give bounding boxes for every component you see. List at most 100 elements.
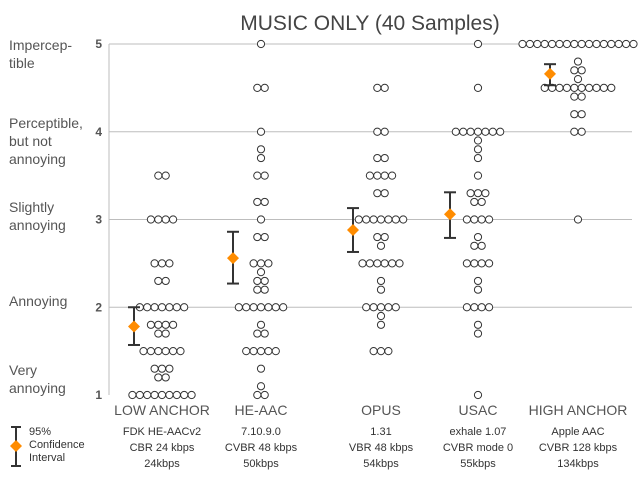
score-point	[161, 276, 170, 286]
score-point	[242, 347, 251, 356]
score-point	[607, 83, 616, 92]
score-point	[253, 329, 262, 338]
score-point	[470, 303, 479, 312]
score-point	[161, 320, 170, 329]
score-point	[470, 197, 479, 207]
score-point	[253, 197, 262, 207]
score-point	[369, 303, 378, 312]
score-point	[477, 197, 486, 207]
y-tick-label: 4	[95, 125, 102, 139]
score-point	[253, 83, 262, 92]
score-point	[256, 382, 266, 391]
score-point	[485, 303, 494, 312]
score-point	[128, 390, 137, 400]
score-point	[380, 171, 389, 180]
score-point	[271, 347, 280, 356]
score-point	[380, 153, 389, 163]
score-point	[376, 347, 386, 356]
score-point	[573, 57, 583, 66]
score-point	[264, 303, 273, 312]
score-point	[388, 171, 397, 180]
score-point	[256, 320, 266, 329]
category-detail: CVBR mode 0	[443, 442, 513, 454]
y-descriptor-line: annoying	[9, 217, 66, 233]
score-point	[573, 75, 583, 84]
score-point	[577, 92, 586, 101]
score-point	[146, 215, 155, 224]
category-detail: exhale 1.07	[450, 426, 507, 438]
score-point	[260, 83, 269, 92]
score-point	[470, 215, 479, 224]
score-point	[154, 215, 163, 224]
y-descriptor-line: tible	[9, 55, 35, 71]
score-point	[570, 66, 579, 75]
score-point	[176, 347, 185, 356]
score-point	[459, 127, 468, 136]
score-point	[373, 171, 382, 180]
score-point	[473, 127, 483, 136]
mean-marker	[444, 208, 456, 221]
score-point	[629, 39, 638, 49]
score-point	[234, 303, 243, 312]
score-point	[154, 373, 163, 382]
category-detail: CVBR 128 kbps	[539, 442, 618, 454]
y-descriptor: Annoying	[9, 293, 67, 309]
score-point	[376, 285, 386, 294]
score-point	[384, 303, 393, 312]
score-point	[154, 276, 163, 286]
score-point	[256, 145, 266, 154]
score-point	[466, 127, 475, 136]
score-point	[466, 189, 475, 198]
score-point	[577, 127, 586, 136]
score-point	[264, 347, 273, 356]
y-descriptor-labels: Impercep-tible Perceptible, but not annoyin…	[9, 37, 83, 396]
score-point	[165, 303, 174, 312]
mean-marker	[544, 67, 556, 80]
score-point	[260, 232, 269, 242]
score-point	[376, 215, 386, 224]
score-point	[395, 259, 404, 268]
score-points	[128, 39, 638, 400]
score-point	[150, 259, 159, 268]
axis-layer: 1 2 3 4 5	[95, 37, 110, 402]
score-point	[376, 311, 386, 321]
score-point	[143, 390, 152, 400]
score-point	[354, 215, 363, 224]
score-point	[157, 303, 167, 312]
score-point	[592, 39, 601, 49]
score-point	[253, 390, 262, 400]
score-point	[253, 171, 262, 180]
score-point	[570, 110, 579, 119]
score-point	[256, 347, 266, 356]
legend-label: 95%	[29, 426, 51, 438]
score-point	[242, 303, 251, 312]
y-descriptor-line: Slightly	[9, 199, 54, 215]
score-point	[473, 390, 483, 400]
score-point	[555, 83, 564, 92]
score-point	[249, 347, 258, 356]
score-point	[380, 127, 389, 136]
score-point	[496, 127, 505, 136]
score-point	[599, 83, 609, 92]
score-point	[462, 215, 471, 224]
score-point	[135, 390, 144, 400]
score-point	[169, 215, 178, 224]
score-point	[249, 303, 258, 312]
category-label: OPUS	[361, 402, 401, 418]
score-point	[180, 390, 189, 400]
category-detail: VBR 48 kbps	[349, 442, 414, 454]
score-point	[157, 259, 167, 268]
score-point	[473, 39, 483, 49]
score-point	[477, 303, 486, 312]
score-point	[139, 347, 148, 356]
y-descriptor: Slightly annoying	[9, 199, 66, 233]
score-point	[256, 215, 266, 224]
mean-marker	[347, 224, 359, 237]
score-point	[573, 215, 583, 224]
score-point	[365, 259, 374, 268]
score-point	[157, 364, 167, 373]
legend-label: Confidence	[29, 439, 85, 451]
category-label: LOW ANCHOR	[114, 402, 210, 418]
y-descriptor-line: Very	[9, 362, 37, 378]
